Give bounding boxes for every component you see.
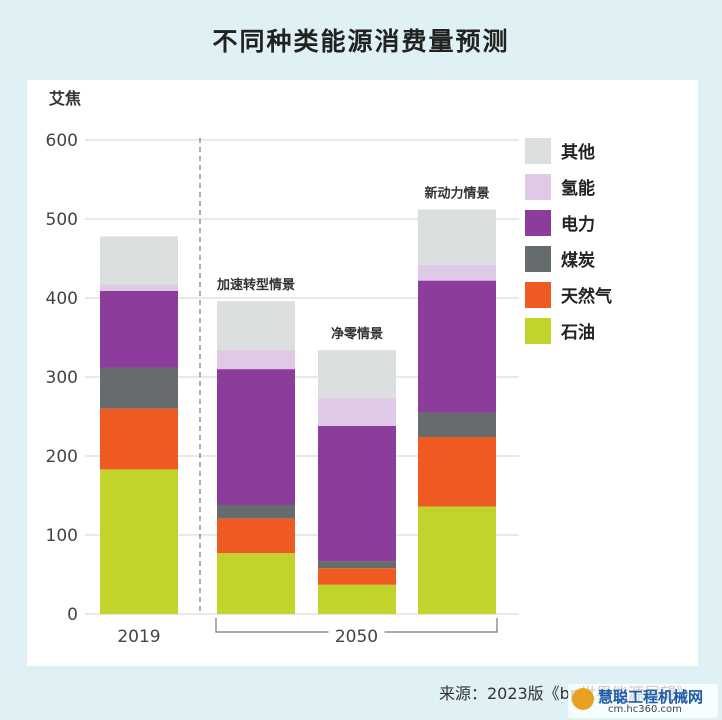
legend-swatch xyxy=(525,318,551,344)
bar-segment xyxy=(217,301,295,351)
y-tick-label: 0 xyxy=(67,605,78,625)
bar-segment xyxy=(100,284,178,291)
bar-segment xyxy=(318,561,396,569)
y-tick-label: 400 xyxy=(46,289,78,309)
watermark: 慧聪工程机械网 cm.hc360.com xyxy=(568,684,718,718)
bar-segment xyxy=(217,369,295,505)
legend-label: 天然气 xyxy=(561,286,612,307)
bar-segment xyxy=(100,469,178,614)
bar-segment xyxy=(100,408,178,470)
chart-panel: 艾焦 0 100 200 300 400 500 600 加速转型情景净零情景 新动力情景 2019… xyxy=(27,80,698,666)
y-tick-label: 600 xyxy=(46,131,78,151)
bar-segment xyxy=(318,398,396,426)
scenario-label: 净零情景 xyxy=(331,326,383,342)
bar-segment xyxy=(217,504,295,519)
scenario-label: 加速转型情景 xyxy=(216,277,295,293)
x-group-label: 2050 xyxy=(335,627,378,647)
legend-swatch xyxy=(525,210,551,236)
scenario-label: 新动力情景 xyxy=(424,186,489,202)
legend-label: 石油 xyxy=(560,322,595,343)
legend-swatch xyxy=(525,138,551,164)
bar-segment xyxy=(217,553,295,614)
bar-segment xyxy=(418,209,496,265)
legend-label: 其他 xyxy=(561,142,595,163)
y-tick-label: 500 xyxy=(46,210,78,230)
bar-segment xyxy=(418,506,496,614)
bar-segment xyxy=(318,350,396,399)
legend-swatch xyxy=(525,174,551,200)
watermark-sub-text: cm.hc360.com xyxy=(608,704,682,715)
bar-segment xyxy=(100,367,178,409)
bar-segment xyxy=(318,568,396,585)
watermark-main-text: 慧聪工程机械网 xyxy=(598,688,704,706)
bar-segment xyxy=(100,290,178,368)
watermark-logo-icon xyxy=(572,688,594,710)
bar-segment xyxy=(418,280,496,413)
bar-segment xyxy=(418,437,496,507)
y-tick-label: 100 xyxy=(46,526,78,546)
y-tick-label: 200 xyxy=(46,447,78,467)
chart-title: 不同种类能源消费量预测 xyxy=(212,27,510,56)
legend-swatch xyxy=(525,282,551,308)
bar-segment xyxy=(217,518,295,554)
x-group-label: 2019 xyxy=(117,627,160,647)
bar-segment xyxy=(418,412,496,438)
legend-swatch xyxy=(525,246,551,272)
bar-segment xyxy=(318,584,396,614)
bar-segment xyxy=(318,425,396,562)
y-axis-unit-label: 艾焦 xyxy=(49,89,81,108)
bar-segment xyxy=(100,236,178,285)
legend-label: 氢能 xyxy=(561,178,595,199)
legend-label: 煤炭 xyxy=(561,250,595,271)
bar-segment xyxy=(217,350,295,370)
y-tick-label: 300 xyxy=(46,368,78,388)
bar-segment xyxy=(418,264,496,281)
x-group-label-backdrop xyxy=(328,626,385,648)
legend-label: 电力 xyxy=(561,214,595,235)
